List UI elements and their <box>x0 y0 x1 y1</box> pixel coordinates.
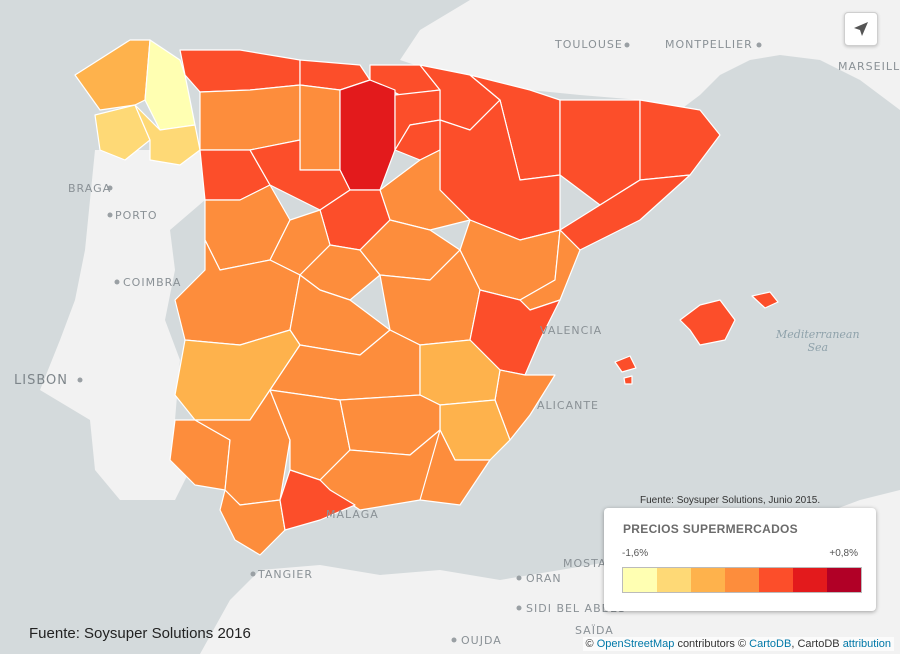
sidibel-dot <box>516 605 522 611</box>
porto-dot <box>107 212 113 218</box>
land-portugal <box>40 150 205 500</box>
map-attribution: © OpenStreetMap contributors © CartoDB, … <box>582 637 894 651</box>
region-malaga[interactable] <box>279 469 356 531</box>
city-label-lisbon: LISBON <box>14 373 68 388</box>
region-ourense[interactable] <box>134 104 201 166</box>
city-label-alicante: ALICANTE <box>537 399 600 412</box>
city-label-saida: SAÏDA <box>575 624 614 637</box>
source-note: Fuente: Soysuper Solutions, Junio 2015. <box>640 495 821 506</box>
region-valladolid[interactable] <box>249 139 351 211</box>
coimbra-dot <box>114 279 120 285</box>
region-menorca[interactable] <box>751 291 779 309</box>
region-ibiza[interactable] <box>614 355 637 373</box>
region-almeria[interactable] <box>419 429 491 506</box>
legend-max-label: +0,8% <box>829 548 858 559</box>
land-france <box>400 0 900 110</box>
region-palencia[interactable] <box>299 84 341 171</box>
city-label-toulouse: TOULOUSE <box>555 38 623 51</box>
city-label-valencia: VALENCIA <box>540 324 603 337</box>
city-label-oujda: OUJDA <box>461 634 502 647</box>
legend-panel: PRECIOS SUPERMERCADOS -1,6% +0,8% <box>604 508 876 611</box>
legend-swatch-4 <box>725 568 759 592</box>
navigate-button[interactable] <box>844 12 878 46</box>
legend-color-scale <box>622 567 862 593</box>
sea-label-line-1: Mediterranean <box>776 328 860 341</box>
sea-label-line-2: Sea <box>807 341 829 354</box>
legend-min-label: -1,6% <box>622 548 649 559</box>
lisbon-dot <box>77 377 83 383</box>
city-label-oran: ORAN <box>526 572 562 585</box>
attribution-link[interactable]: attribution <box>842 638 891 650</box>
montpellier-dot <box>756 42 762 48</box>
city-label-porto: PORTO <box>115 209 158 222</box>
legend-swatch-5 <box>759 568 793 592</box>
sea-label: Mediterranean Sea <box>776 328 860 354</box>
source-caption: Fuente: Soysuper Solutions 2016 <box>29 625 251 642</box>
city-label-braga: BRAGA <box>68 182 112 195</box>
region-leon[interactable] <box>199 84 301 151</box>
attribution-copyright: © <box>585 638 594 650</box>
braga-dot <box>107 185 113 191</box>
city-label-montpellier: MONTPELLIER <box>665 38 753 51</box>
land-north-africa <box>200 490 900 654</box>
region-cadiz[interactable] <box>219 489 286 556</box>
legend-title: PRECIOS SUPERMERCADOS <box>623 522 798 536</box>
region-mallorca[interactable] <box>679 299 736 346</box>
legend-swatch-7 <box>827 568 861 592</box>
oran-dot <box>516 575 522 581</box>
oujda-dot <box>451 637 457 643</box>
region-la-rioja[interactable] <box>394 119 441 161</box>
city-label-tangier: TANGIER <box>258 568 313 581</box>
attribution-contributors: contributors © <box>677 638 747 650</box>
city-markers <box>77 42 762 643</box>
legend-swatch-2 <box>657 568 691 592</box>
legend-swatch-1 <box>623 568 657 592</box>
spain-regions[interactable] <box>74 39 779 556</box>
attribution-cartodb-text: , CartoDB <box>791 638 840 650</box>
city-label-coimbra: COIMBRA <box>123 276 182 289</box>
city-label-marseille: MARSEILLE <box>838 60 900 73</box>
city-label-malaga: MALAGA <box>326 508 379 521</box>
toulouse-dot <box>624 42 630 48</box>
tangier-dot <box>250 571 256 577</box>
region-formentera[interactable] <box>623 375 633 385</box>
legend-swatch-6 <box>793 568 827 592</box>
legend-swatch-3 <box>691 568 725 592</box>
cartodb-link[interactable]: CartoDB <box>749 638 792 650</box>
openstreetmap-link[interactable]: OpenStreetMap <box>596 638 675 650</box>
region-girona-bcn[interactable] <box>639 99 721 181</box>
region-burgos[interactable] <box>339 79 396 191</box>
city-label-mosta: MOSTA <box>563 557 607 570</box>
region-pontevedra[interactable] <box>94 104 151 161</box>
city-label-sidibel: SIDI BEL ABBES <box>526 602 627 615</box>
navigation-arrow-icon <box>854 22 868 36</box>
